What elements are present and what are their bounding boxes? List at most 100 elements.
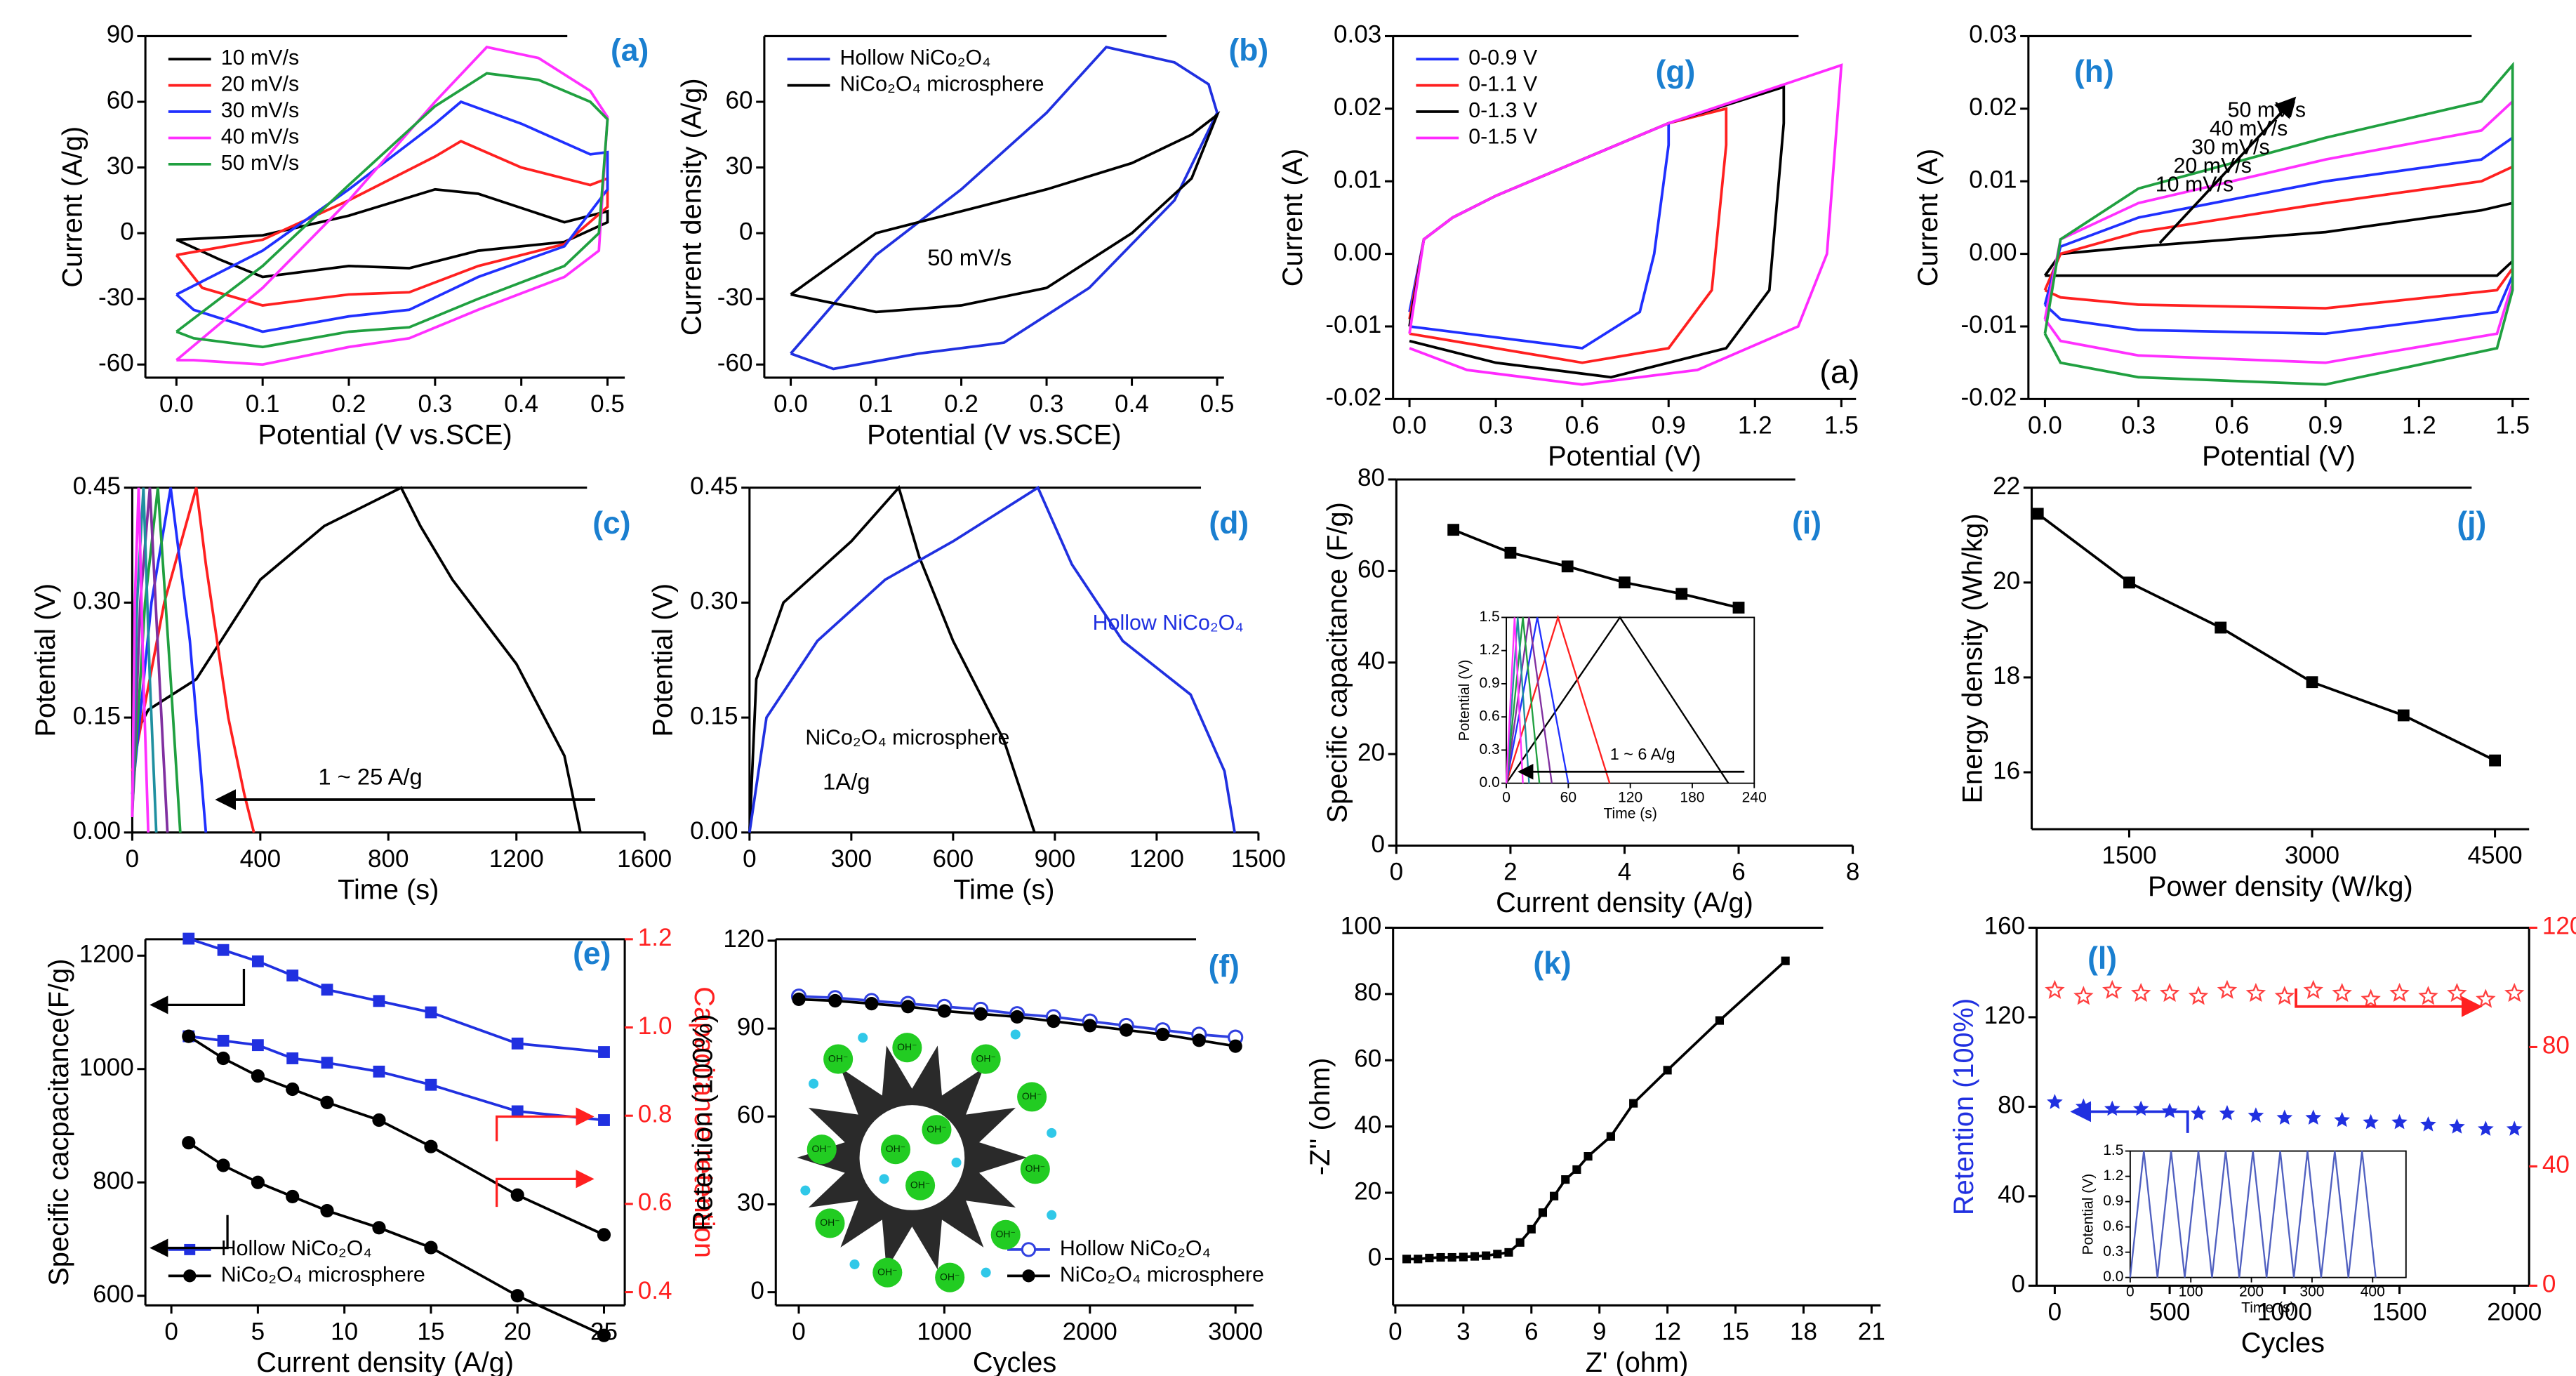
marker [2031,508,2044,520]
series-line [790,45,1219,371]
marker [2332,982,2352,1003]
ion-dot [800,1185,811,1196]
y-tick-label: -60 [717,350,753,377]
series-line [1505,617,1553,783]
x-tick-label: 60 [1560,789,1576,805]
annotation: 1 ~ 6 A/g [1610,745,1675,763]
marker [1732,602,1745,614]
y-tick-label: 40 [1998,1181,2025,1208]
marker [2245,982,2266,1003]
ion [872,1257,903,1288]
y-tick-label: -0.02 [1325,384,1381,411]
marker [1459,1252,1468,1262]
series-line [131,487,150,833]
marker [286,970,299,981]
marker [1228,1039,1242,1053]
ion-label: OH⁻ [820,1217,839,1228]
x-tick-label: 600 [933,845,974,873]
x-tick-label: 15 [1722,1318,1749,1345]
marker [1022,1269,1035,1283]
curve-label: NiCo₂O₄ microsphere [805,726,1009,750]
arrow [150,1215,229,1257]
marker [2420,1116,2436,1132]
y-tick-label: 90 [737,1013,764,1040]
y-axis-label: Potential (V) [648,583,679,737]
marker [1470,1252,1480,1261]
x-tick-label: 4500 [2468,842,2523,869]
x-tick-label: 0 [126,845,140,873]
y-axis-label: Potential (V) [2080,1174,2097,1255]
series-line [131,487,182,833]
marker [373,1065,385,1078]
series-line [1407,960,1786,1261]
legend-label: 0-0.9 V [1468,46,1538,70]
ion-dot [858,1033,868,1043]
ion [935,1262,965,1292]
marker [286,1082,300,1097]
legend-label: NiCo₂O₄ microsphere [839,72,1044,96]
marker [1606,1132,1615,1141]
ion [905,1170,936,1200]
y-tick-label: 20 [1357,739,1385,766]
x-tick-label: 300 [2299,1283,2324,1299]
y-axis-label: Current density (A/g) [676,78,707,336]
x-tick-label: 0.9 [1652,411,1686,439]
y-axis-label: Specific cacpacitance(F/g) [44,959,74,1286]
marker [1550,1191,1559,1200]
marker [2276,1109,2293,1125]
panel-label: (e) [573,937,611,971]
ion-label: OH⁻ [995,1229,1015,1240]
x-axis-label: Time (s) [338,875,439,906]
legend-label: 30 mV/s [221,98,299,122]
x-tick-label: 9 [1593,1318,1607,1345]
marker [1572,1165,1581,1175]
y-tick-label: 20 [1993,567,2020,595]
legend-label: 0-1.5 V [1468,124,1538,148]
x-tick-label: 2 [1503,859,1518,886]
legend-label: 0-1.1 V [1468,72,1538,96]
y-tick-label: 40 [1354,1111,1381,1139]
x-tick-label: 1500 [1231,845,1286,873]
ion-dot [1010,1029,1021,1040]
series-line [1505,617,1530,783]
y-tick-label: 0.00 [1969,239,2017,266]
y-tick-label: 0.9 [1479,675,1499,691]
panel-label: (b) [1228,34,1268,68]
legend-label: 30 mV/s [2191,135,2269,159]
y-tick-label: 60 [725,86,752,114]
y-tick-label: 16 [1993,757,2020,784]
y-tick-label: -0.02 [1961,384,2017,411]
x-tick-label: 21 [1858,1318,1885,1345]
y2-tick-label: 0.6 [638,1189,672,1216]
marker [372,1221,386,1235]
y-tick-label: 100 [1341,913,1382,940]
marker [2190,1105,2207,1120]
series-line [1505,614,1611,784]
ion-dot [879,1174,889,1184]
x-tick-label: 0.4 [504,390,538,418]
x-tick-label: 500 [2149,1298,2191,1325]
x-axis-label: Time (s) [953,875,1054,906]
marker [2334,1111,2351,1127]
marker [2217,979,2238,999]
x-tick-label: 0 [792,1318,806,1345]
series-line [2043,61,2514,386]
x-axis-label: Time (s) [2241,1300,2295,1316]
panel-label: (k) [1533,946,1571,981]
y-tick-label: 0.6 [2103,1218,2123,1234]
marker [1021,1242,1037,1257]
x-tick-label: 5 [251,1318,265,1345]
y2-tick-label: 0.8 [638,1100,672,1127]
marker [1527,1224,1536,1233]
x-tick-label: 0 [743,845,757,873]
marker [286,1052,299,1064]
legend-label: 10 mV/s [221,46,299,70]
series-line [175,140,609,307]
panel-label: (a) [611,34,649,68]
y2-axis-label: Capacitance retention [689,986,719,1258]
x-tick-label: 1.2 [1738,411,1772,439]
ion-label: OH⁻ [1022,1090,1042,1102]
marker [2391,1113,2408,1130]
marker [424,1241,438,1255]
legend-label: Hollow NiCo₂O₄ [221,1236,372,1260]
